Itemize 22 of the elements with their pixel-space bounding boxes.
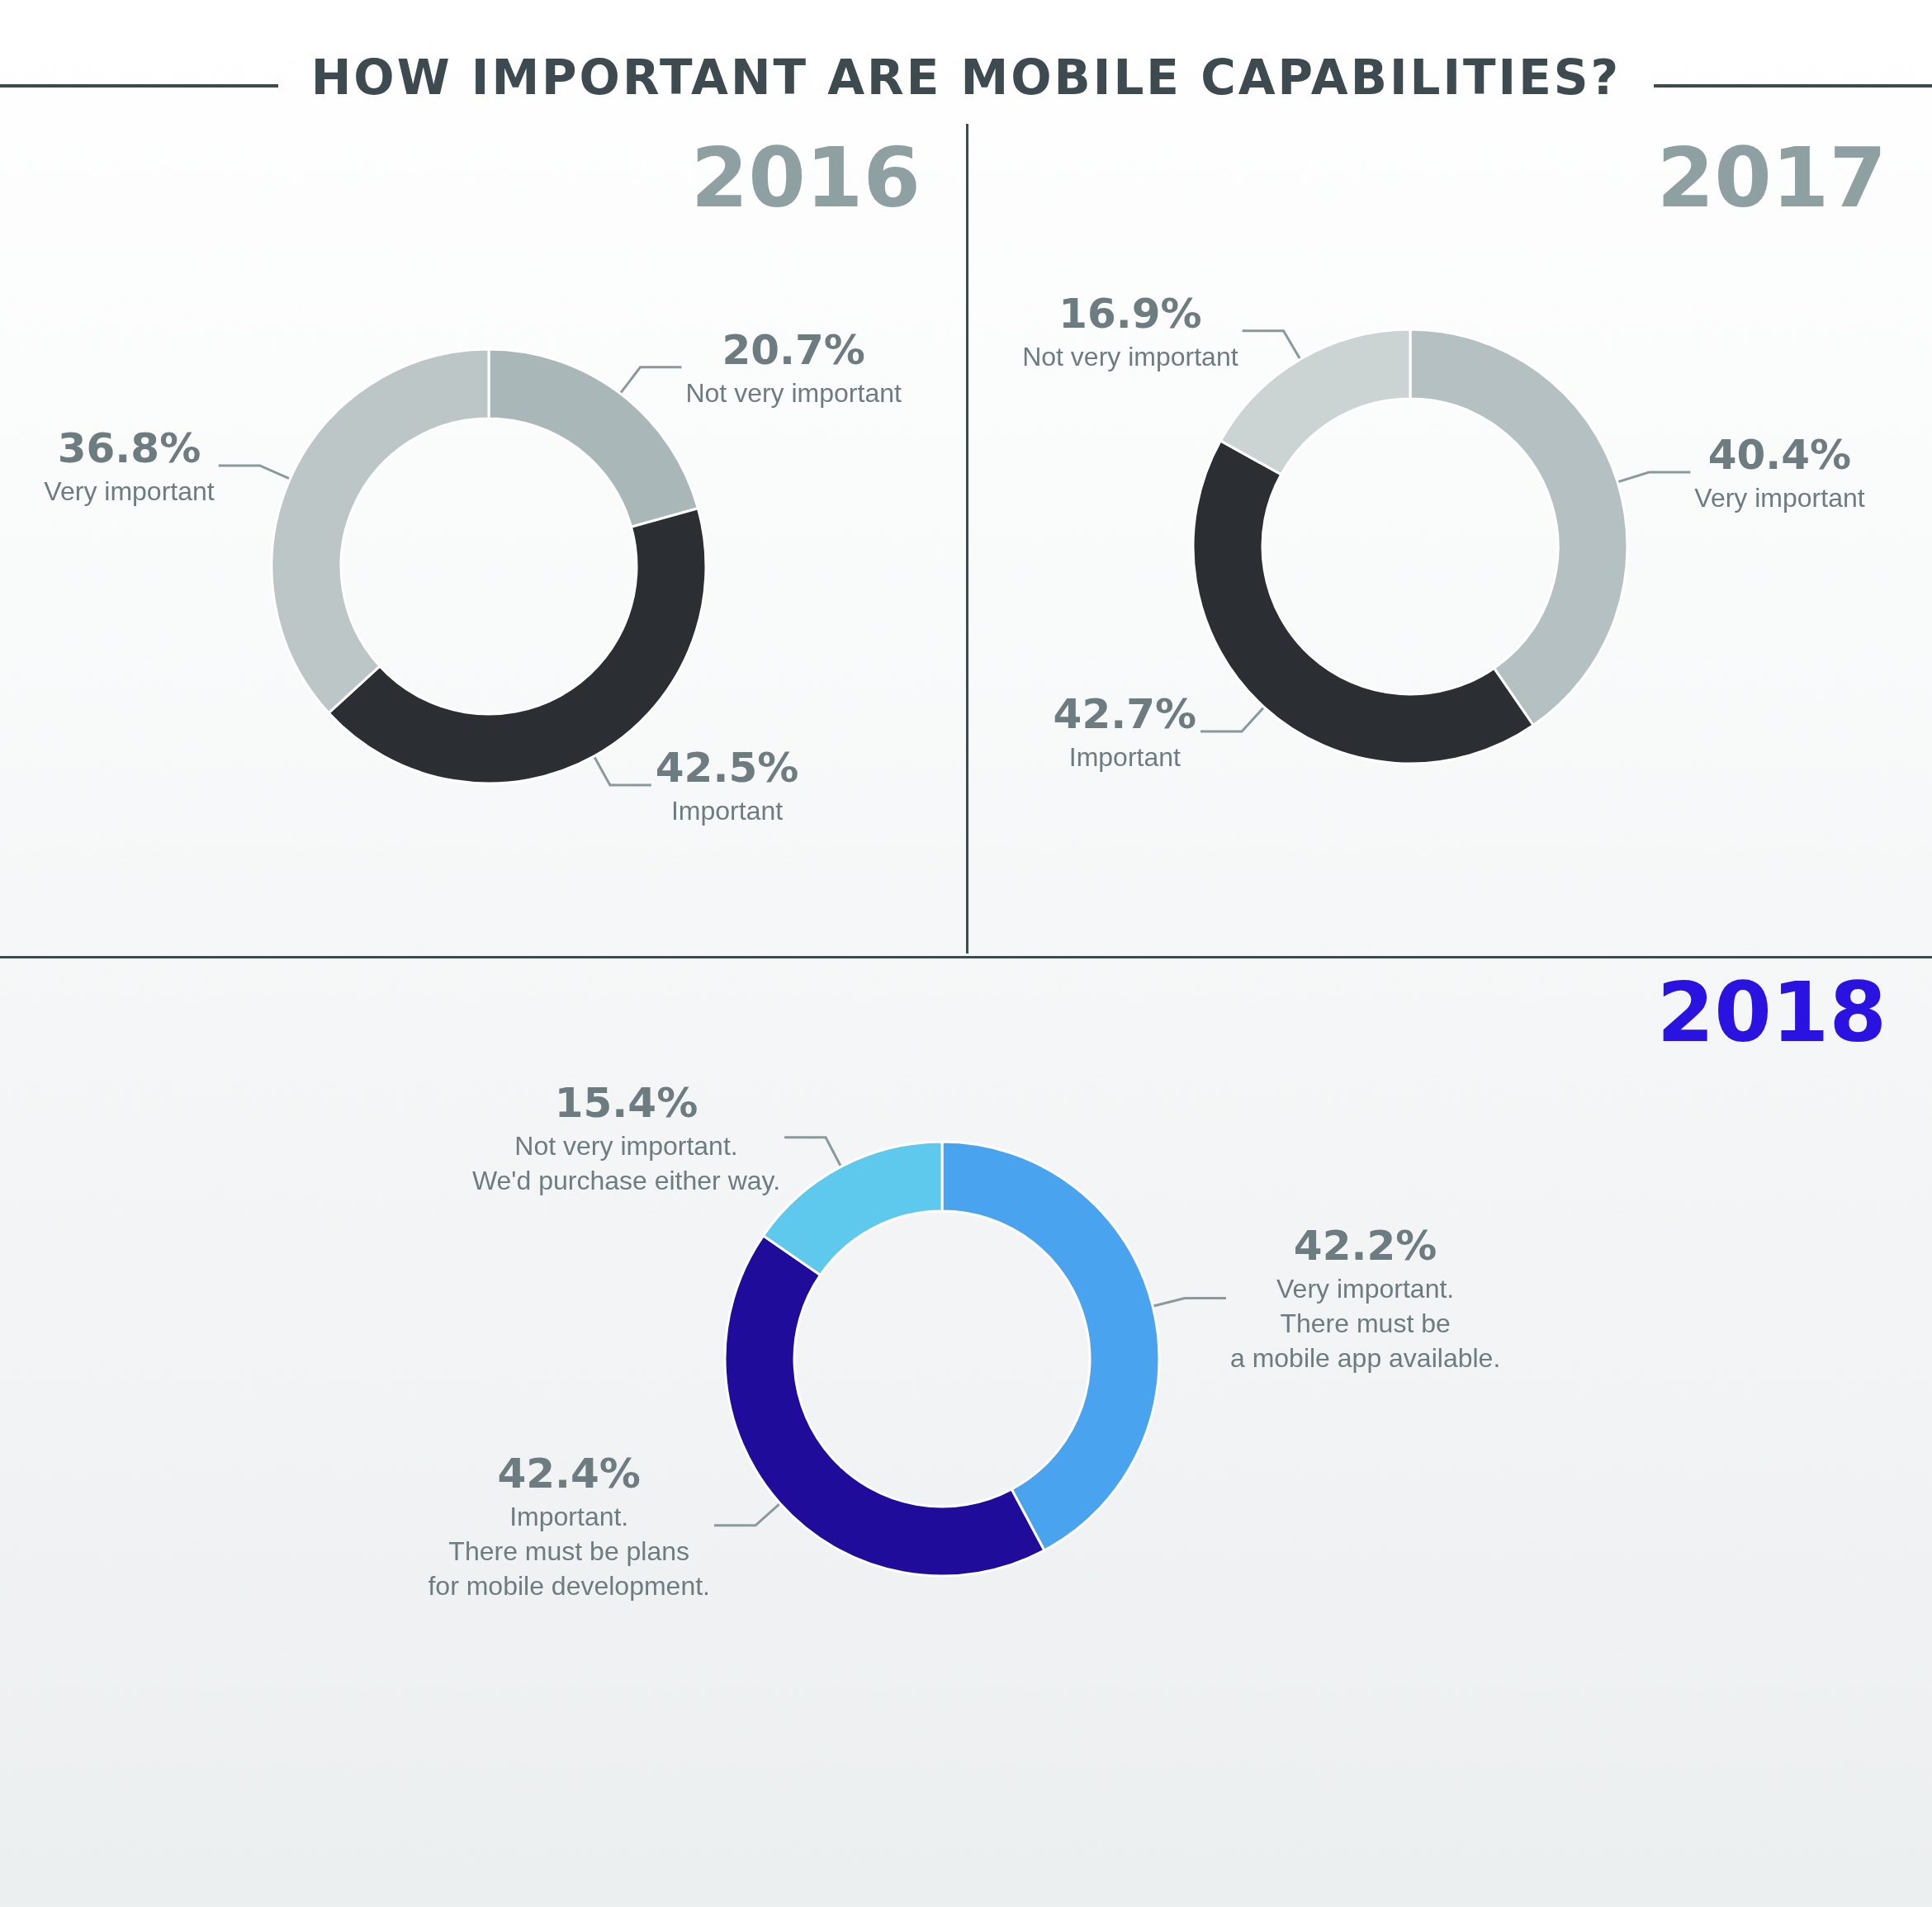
slice-label: Very important — [1694, 483, 1865, 513]
slice-label: Not very important — [685, 377, 902, 408]
data-label: 42.7% — [1053, 690, 1197, 739]
data-label: 42.5% — [655, 744, 799, 793]
data-label: 16.9% — [1058, 289, 1202, 338]
data-label: 20.7% — [722, 325, 865, 374]
text: HOW IMPORTANT ARE MOBILE CAPABILITIES? — [310, 50, 1622, 106]
slice-label: Very important — [44, 476, 215, 506]
data-label: 15.4% — [554, 1078, 698, 1127]
data-label: 42.4% — [497, 1449, 641, 1498]
slice-label: Very important. There must be a mobile app available. — [1229, 1274, 1501, 1374]
data-label: 42.2% — [1293, 1222, 1437, 1271]
slice-label: Not very important — [1022, 341, 1238, 371]
chart-title: 2016 — [690, 129, 921, 226]
slice-label: Important — [1068, 742, 1181, 773]
data-label: 36.8% — [57, 424, 201, 472]
slice-label: Not very important. We'd purchase either way. — [471, 1130, 781, 1195]
slice-label: Important — [670, 796, 784, 826]
text: 2018 — [1656, 963, 1887, 1061]
slice-label: Important. There must be plans for mobile development. — [428, 1501, 710, 1601]
chart-title: 2017 — [1656, 129, 1887, 226]
data-label: 40.4% — [1707, 431, 1852, 479]
